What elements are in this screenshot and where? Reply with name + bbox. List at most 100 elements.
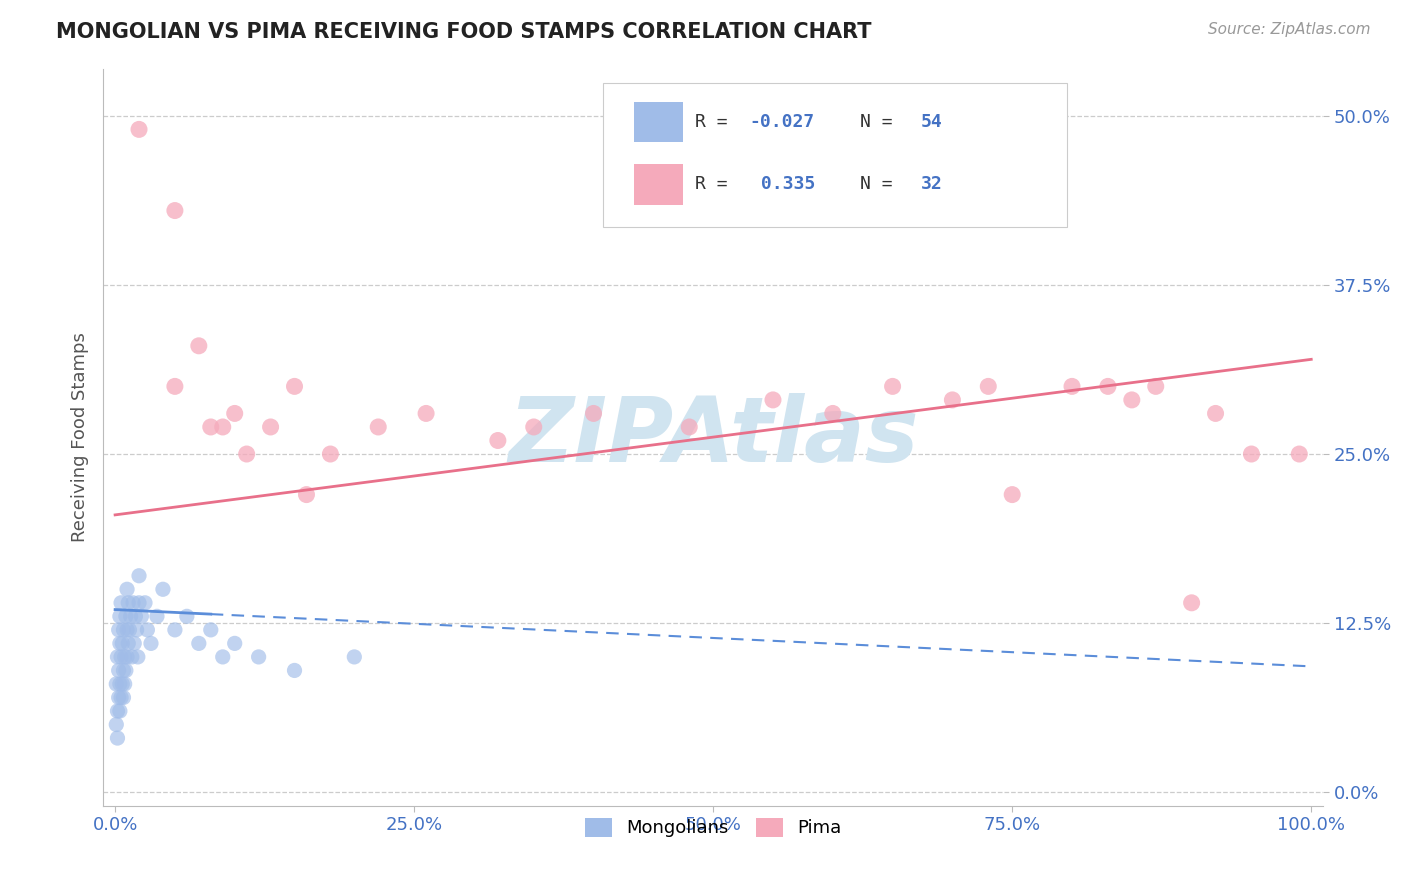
Point bbox=[941, 392, 963, 407]
Point bbox=[415, 406, 437, 420]
Point bbox=[1288, 447, 1310, 461]
Text: N =: N = bbox=[859, 175, 903, 194]
Point bbox=[127, 649, 149, 664]
Point bbox=[295, 487, 318, 501]
Point bbox=[163, 203, 186, 218]
Point bbox=[122, 636, 145, 650]
Point bbox=[108, 636, 131, 650]
Point bbox=[211, 649, 233, 664]
Point bbox=[259, 420, 281, 434]
Point bbox=[187, 636, 209, 650]
Point bbox=[163, 379, 186, 393]
Point bbox=[139, 636, 162, 650]
Point bbox=[107, 704, 129, 718]
Point bbox=[176, 609, 198, 624]
Point bbox=[108, 677, 131, 691]
Point bbox=[114, 677, 136, 691]
Point bbox=[128, 122, 150, 136]
Point bbox=[108, 609, 131, 624]
Point bbox=[977, 379, 1000, 393]
FancyBboxPatch shape bbox=[634, 102, 683, 142]
Point bbox=[110, 649, 132, 664]
Point bbox=[224, 636, 246, 650]
Point bbox=[367, 420, 389, 434]
Point bbox=[125, 623, 148, 637]
Point bbox=[115, 623, 138, 637]
FancyBboxPatch shape bbox=[603, 83, 1067, 227]
Point bbox=[112, 690, 135, 705]
Point bbox=[110, 690, 132, 705]
Point bbox=[224, 406, 246, 420]
Point bbox=[128, 596, 150, 610]
Point bbox=[128, 568, 150, 582]
Point bbox=[118, 623, 141, 637]
Text: N =: N = bbox=[859, 112, 903, 130]
Point bbox=[1121, 392, 1143, 407]
Point bbox=[1181, 596, 1204, 610]
Point bbox=[582, 406, 605, 420]
Point bbox=[134, 596, 156, 610]
Point bbox=[111, 636, 134, 650]
Text: Source: ZipAtlas.com: Source: ZipAtlas.com bbox=[1208, 22, 1371, 37]
Point bbox=[200, 420, 222, 434]
Point bbox=[343, 649, 366, 664]
Point bbox=[319, 447, 342, 461]
Point bbox=[115, 649, 138, 664]
Point bbox=[1205, 406, 1227, 420]
Point bbox=[120, 609, 142, 624]
Point bbox=[882, 379, 904, 393]
Point bbox=[110, 596, 132, 610]
Point bbox=[200, 623, 222, 637]
Point bbox=[115, 664, 138, 678]
Point bbox=[283, 664, 305, 678]
Point bbox=[1144, 379, 1167, 393]
Point bbox=[107, 664, 129, 678]
Point bbox=[105, 717, 128, 731]
Point bbox=[122, 596, 145, 610]
Y-axis label: Receiving Food Stamps: Receiving Food Stamps bbox=[72, 332, 89, 542]
Point bbox=[107, 690, 129, 705]
Point bbox=[107, 649, 129, 664]
Text: 54: 54 bbox=[921, 112, 942, 130]
Point bbox=[283, 379, 305, 393]
Point bbox=[115, 609, 138, 624]
Point bbox=[1060, 379, 1083, 393]
Point bbox=[235, 447, 257, 461]
Point bbox=[117, 596, 139, 610]
Point bbox=[107, 623, 129, 637]
Point bbox=[146, 609, 169, 624]
Point bbox=[247, 649, 270, 664]
Point bbox=[211, 420, 233, 434]
Point bbox=[486, 434, 509, 448]
Point bbox=[187, 339, 209, 353]
Point bbox=[762, 392, 785, 407]
Text: 32: 32 bbox=[921, 175, 942, 194]
Text: ZIPAtlas: ZIPAtlas bbox=[508, 393, 918, 481]
Point bbox=[117, 636, 139, 650]
Point bbox=[112, 664, 135, 678]
Point bbox=[115, 582, 138, 597]
Point bbox=[1001, 487, 1024, 501]
Text: R =: R = bbox=[695, 112, 738, 130]
Point bbox=[121, 649, 143, 664]
Point bbox=[112, 623, 135, 637]
FancyBboxPatch shape bbox=[634, 164, 683, 205]
Point bbox=[108, 704, 131, 718]
Point bbox=[105, 677, 128, 691]
Point bbox=[1097, 379, 1119, 393]
Point bbox=[114, 649, 136, 664]
Point bbox=[152, 582, 174, 597]
Text: R =: R = bbox=[695, 175, 738, 194]
Point bbox=[107, 731, 129, 745]
Point bbox=[163, 623, 186, 637]
Text: 0.335: 0.335 bbox=[749, 175, 815, 194]
Point bbox=[136, 623, 159, 637]
Point bbox=[523, 420, 546, 434]
Point bbox=[1240, 447, 1263, 461]
Legend: Mongolians, Pima: Mongolians, Pima bbox=[578, 811, 849, 845]
Point bbox=[124, 609, 146, 624]
Point bbox=[131, 609, 153, 624]
Point bbox=[111, 677, 134, 691]
Point bbox=[821, 406, 844, 420]
Text: -0.027: -0.027 bbox=[749, 112, 815, 130]
